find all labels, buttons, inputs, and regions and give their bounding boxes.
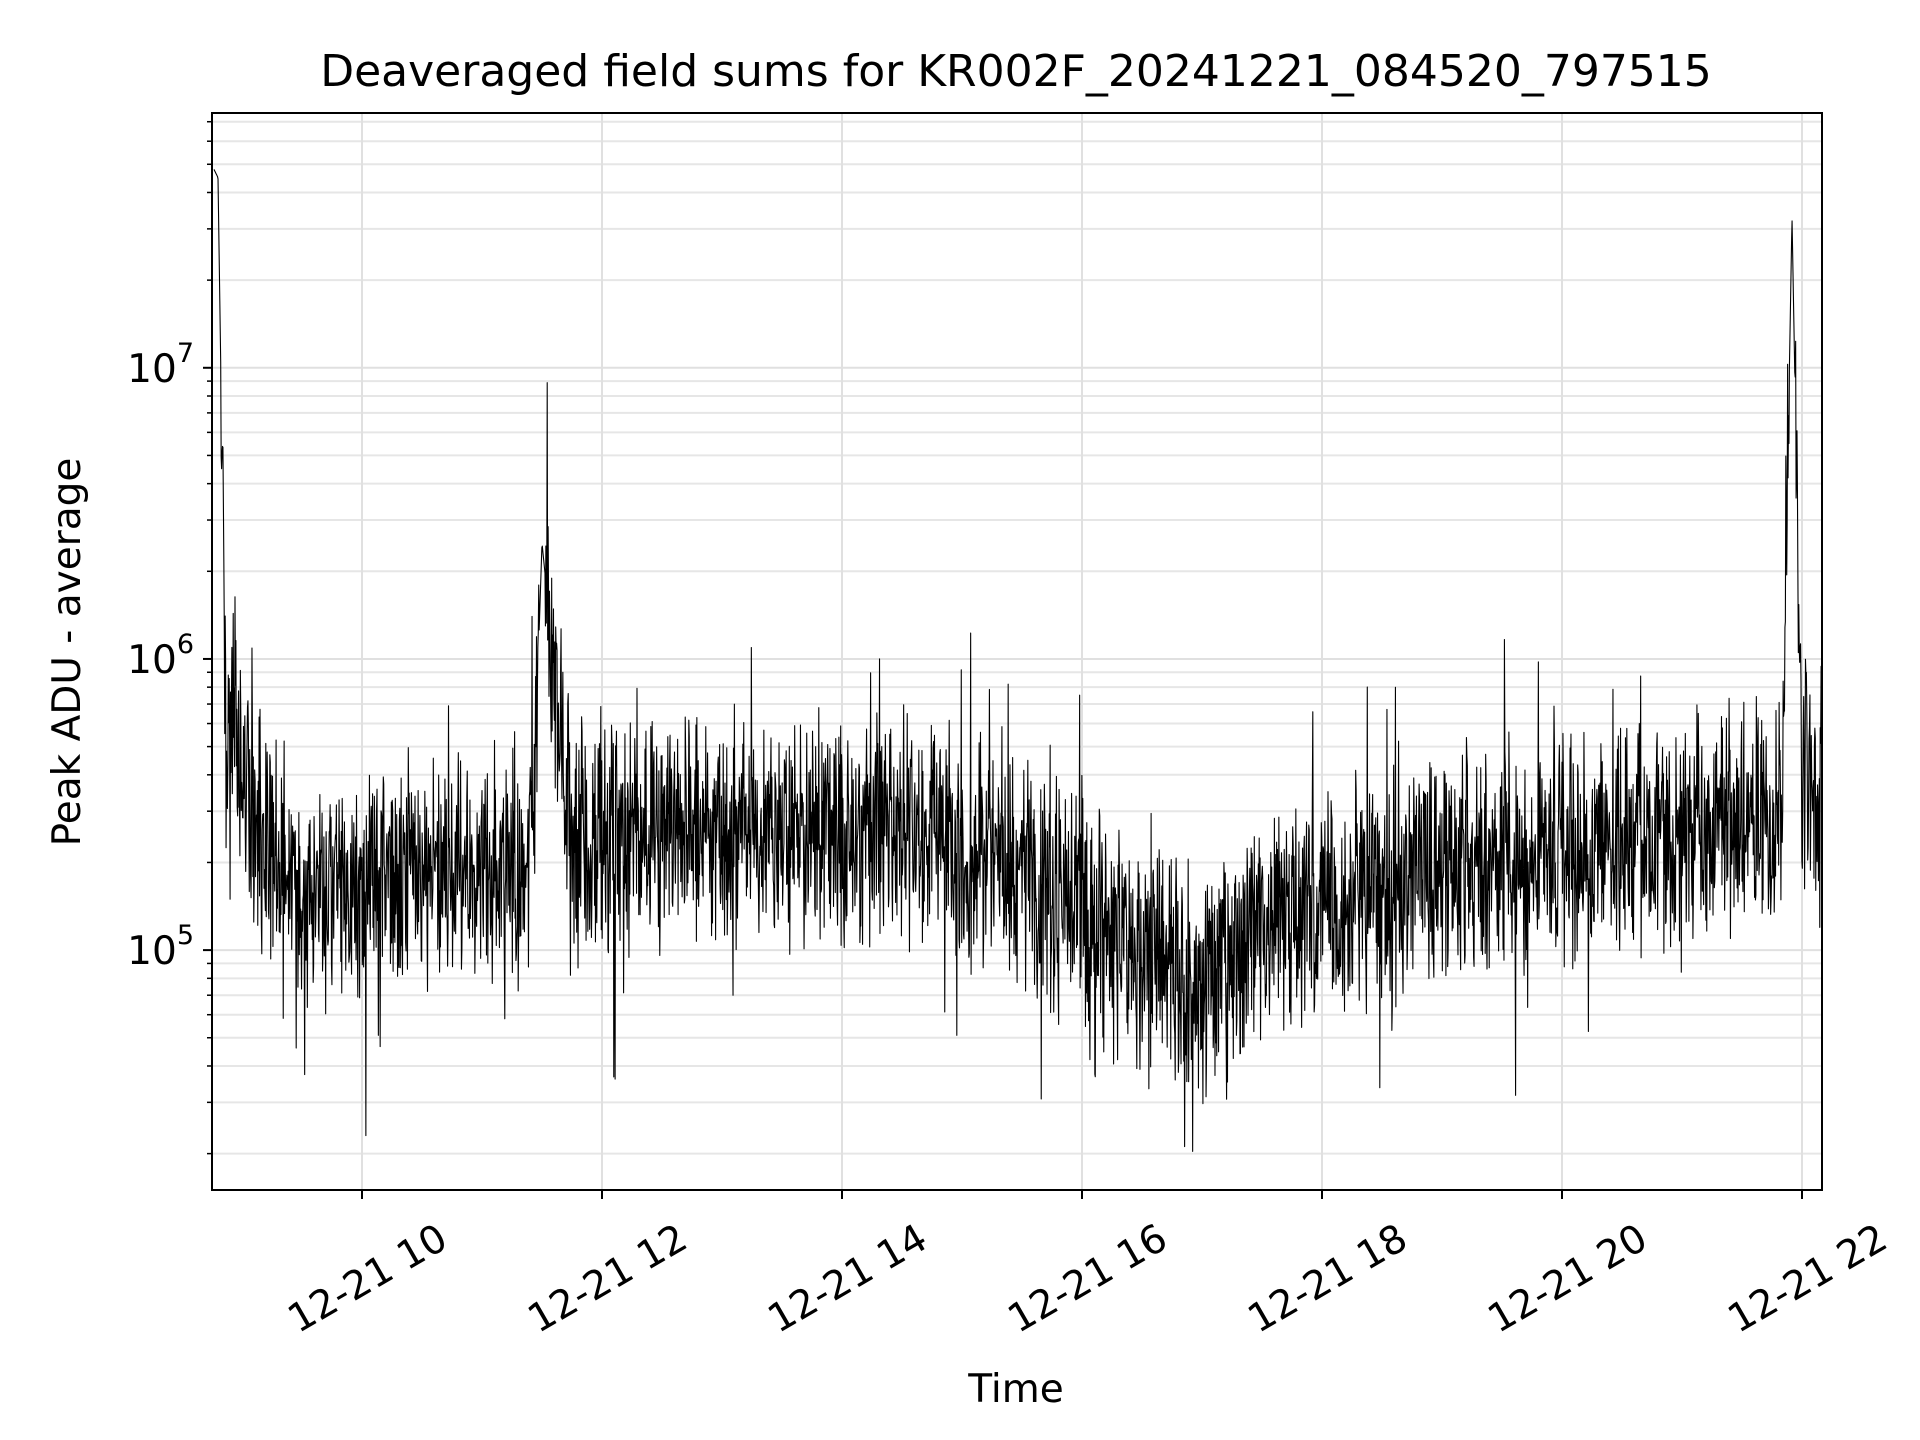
y-tick-exponent: 7 — [177, 338, 194, 369]
x-tick-label: 12-21 18 — [1241, 1216, 1415, 1343]
x-tick-label: 12-21 20 — [1481, 1216, 1655, 1343]
data-series-line — [213, 169, 1823, 1152]
chart-title: Deaveraged field sums for KR002F_2024122… — [320, 46, 1712, 97]
y-tick-base: 10 — [127, 929, 177, 974]
y-tick-base: 10 — [127, 638, 177, 683]
y-tick-exponent: 5 — [177, 920, 194, 951]
x-tick-label: 12-21 22 — [1721, 1216, 1895, 1343]
x-tick-label: 12-21 12 — [521, 1216, 695, 1343]
x-tick-label: 12-21 10 — [281, 1216, 455, 1343]
x-axis-ticks: 12-21 10 12-21 12 12-21 14 12-21 16 12-21 18… — [281, 1190, 1895, 1342]
y-axis-label: Peak ADU - average — [45, 458, 90, 847]
x-tick-label: 12-21 14 — [761, 1216, 935, 1343]
y-tick-label: 106 — [127, 629, 194, 683]
plot-frame — [211, 112, 1823, 1191]
x-tick-label: 12-21 16 — [1001, 1216, 1175, 1343]
y-tick-base: 10 — [127, 347, 177, 392]
x-axis-label: Time — [967, 1367, 1063, 1412]
y-tick-label: 107 — [127, 338, 194, 392]
y-tick-exponent: 6 — [177, 629, 194, 660]
minor-gridlines — [212, 120, 1822, 1155]
y-tick-label: 105 — [127, 920, 194, 974]
major-gridlines — [212, 113, 1822, 1190]
